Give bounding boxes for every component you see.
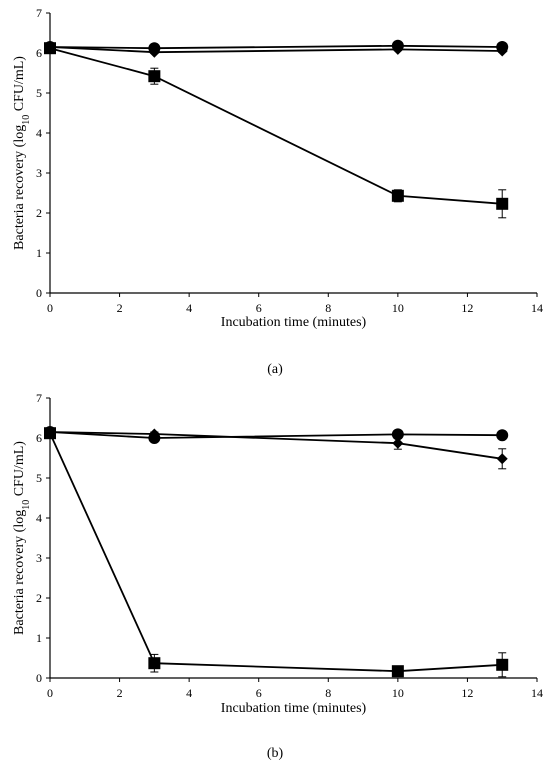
- data-point-circle: [496, 429, 509, 442]
- y-tick-label: 5: [36, 471, 42, 485]
- x-tick-label: 12: [461, 301, 473, 315]
- series-circle: [44, 426, 509, 444]
- data-point-square: [44, 427, 56, 440]
- x-tick-label: 4: [186, 686, 192, 700]
- series-line: [49, 431, 503, 460]
- x-tick-label: 4: [186, 301, 192, 315]
- y-axis-title: Bacteria recovery (log10 CFU/mL): [12, 441, 32, 635]
- y-tick-label: 7: [36, 391, 42, 405]
- y-axis-title: Bacteria recovery (log10 CFU/mL): [12, 56, 32, 250]
- series-circle: [44, 39, 509, 55]
- y-tick-label: 7: [36, 6, 42, 20]
- y-tick-label: 3: [36, 166, 42, 180]
- data-point-square: [44, 42, 56, 55]
- panel-label: (a): [267, 362, 283, 377]
- x-tick-label: 6: [256, 301, 262, 315]
- y-tick-label: 4: [36, 511, 42, 525]
- data-point-diamond: [496, 453, 508, 465]
- y-tick-label: 2: [36, 206, 42, 220]
- y-tick-label: 1: [36, 631, 42, 645]
- x-tick-label: 10: [392, 686, 404, 700]
- x-tick-label: 2: [117, 686, 123, 700]
- x-tick-label: 8: [325, 686, 331, 700]
- x-tick-label: 2: [117, 301, 123, 315]
- y-tick-label: 4: [36, 126, 42, 140]
- series-square: [44, 42, 509, 219]
- y-tick-label: 0: [36, 286, 42, 300]
- y-tick-label: 6: [36, 431, 42, 445]
- x-tick-label: 12: [461, 686, 473, 700]
- data-point-diamond: [392, 43, 404, 55]
- y-tick-label: 2: [36, 591, 42, 605]
- data-point-diamond: [496, 45, 508, 57]
- panel-label: (b): [267, 746, 284, 761]
- data-point-diamond: [148, 46, 160, 58]
- series-line: [49, 432, 503, 673]
- x-tick-label: 14: [531, 301, 543, 315]
- y-tick-label: 6: [36, 46, 42, 60]
- x-tick-label: 6: [256, 686, 262, 700]
- y-tick-label: 1: [36, 246, 42, 260]
- y-tick-label: 5: [36, 86, 42, 100]
- x-axis-title: Incubation time (minutes): [221, 701, 367, 716]
- data-point-square: [148, 657, 161, 670]
- x-tick-label: 0: [47, 301, 53, 315]
- x-tick-label: 10: [392, 301, 404, 315]
- x-tick-label: 0: [47, 686, 53, 700]
- series-diamond: [44, 41, 508, 58]
- series-line: [49, 431, 503, 439]
- series-line: [49, 44, 503, 50]
- data-point-square: [148, 70, 161, 83]
- series-line: [49, 47, 503, 205]
- x-tick-label: 8: [325, 301, 331, 315]
- y-tick-label: 0: [36, 671, 42, 685]
- x-axis-title: Incubation time (minutes): [221, 315, 367, 330]
- x-tick-label: 14: [531, 686, 543, 700]
- series-diamond: [44, 426, 508, 470]
- data-point-diamond: [392, 437, 404, 449]
- data-point-square: [496, 658, 509, 671]
- data-point-diamond: [148, 428, 160, 440]
- series-square: [44, 427, 509, 678]
- y-tick-label: 3: [36, 551, 42, 565]
- data-point-square: [391, 189, 404, 202]
- data-point-square: [496, 197, 509, 210]
- series-line: [49, 46, 503, 54]
- data-point-square: [391, 665, 404, 678]
